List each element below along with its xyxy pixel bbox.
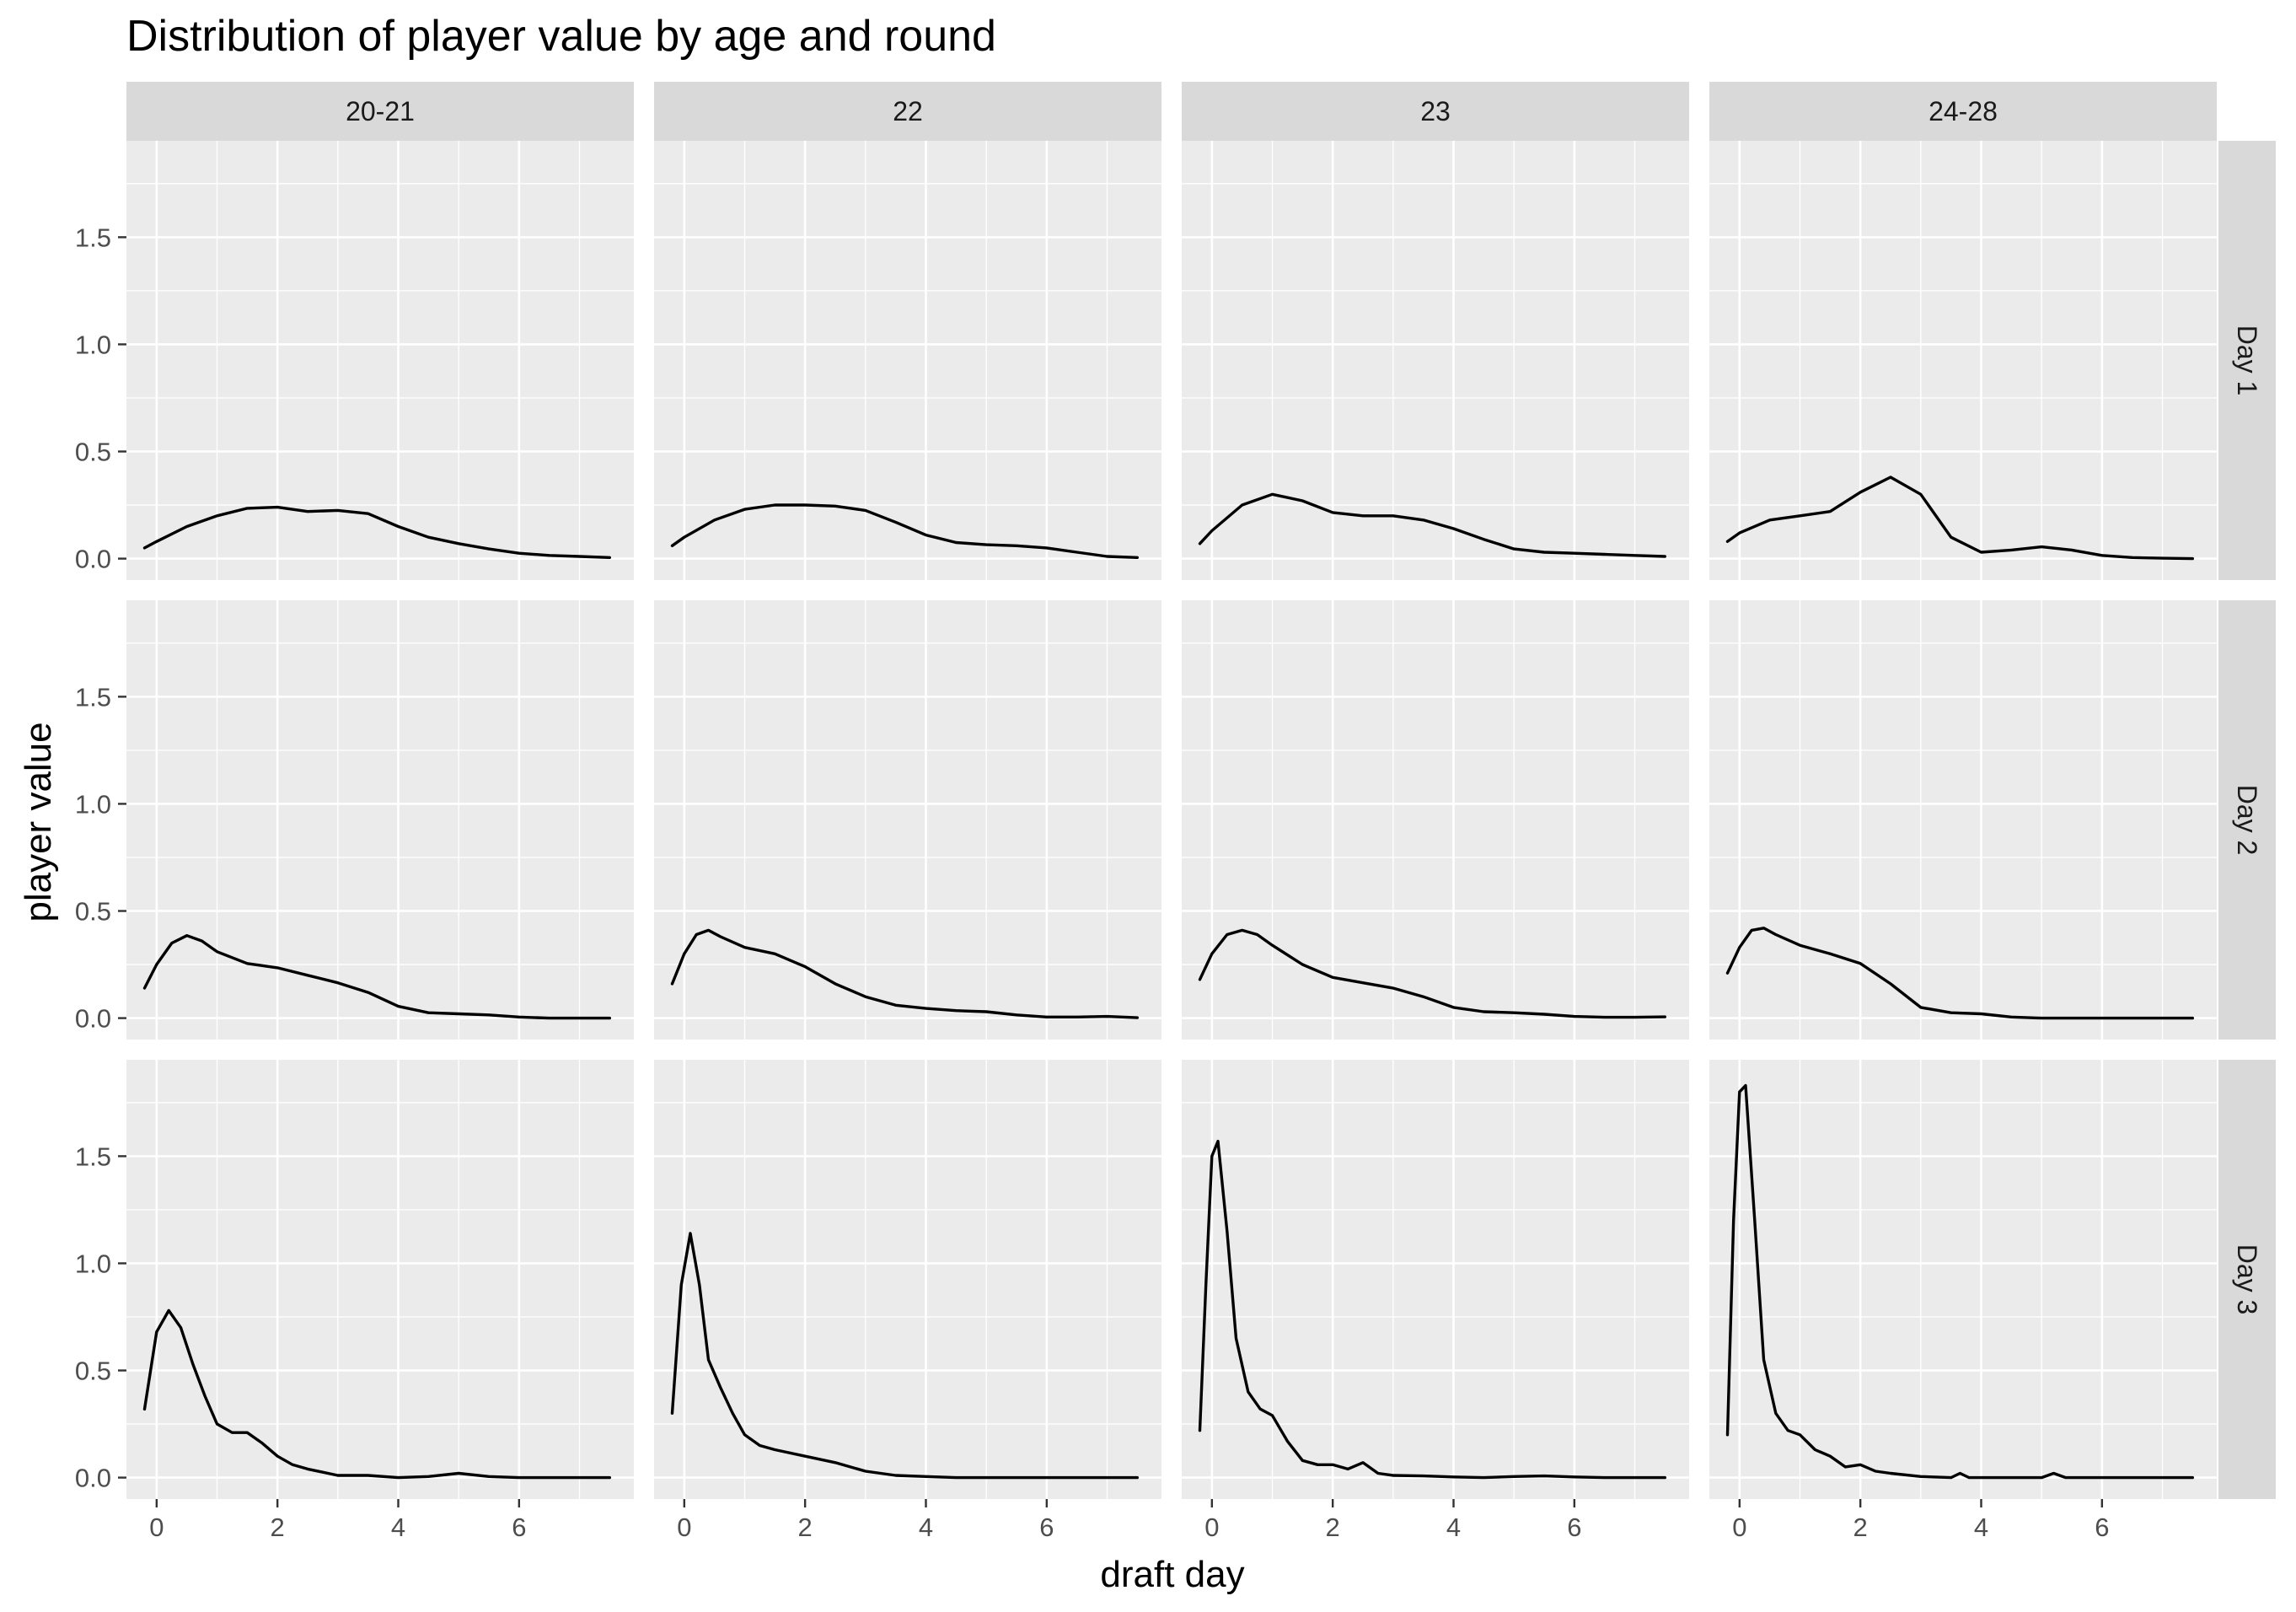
panel-background [1709, 1060, 2217, 1499]
panel-background [1709, 141, 2217, 580]
density-line [142, 934, 611, 1020]
x-tick-label: 2 [798, 1513, 813, 1542]
density-line [1725, 476, 2194, 561]
y-axis-title: player value [18, 722, 59, 922]
panel-background [126, 141, 634, 580]
panel-day-1-23 [1182, 141, 1689, 580]
x-tick-label: 0 [1204, 1513, 1219, 1542]
facet-strip-col-20-21 [126, 82, 634, 141]
y-tick-label: 1.0 [75, 789, 111, 819]
y-tick-label: 1.5 [75, 682, 111, 712]
panel-background [654, 141, 1161, 580]
panel-background [126, 600, 634, 1040]
facet-strip-row-day-1 [2218, 141, 2276, 580]
x-tick-label: 0 [149, 1513, 164, 1542]
density-line [1198, 928, 1666, 1019]
chart-title: Distribution of player value by age and … [126, 12, 996, 61]
density-line [670, 928, 1139, 1019]
facet-strip-label: 24-28 [1929, 96, 1998, 126]
panel-background [1182, 141, 1689, 580]
y-tick-label: 0.5 [75, 438, 111, 467]
panel-background [654, 600, 1161, 1040]
panel-day-2-24-28 [1709, 600, 2217, 1040]
density-line [1198, 492, 1666, 558]
facet-strip-col-24-28 [1709, 82, 2217, 141]
facet-strip-label: 23 [1420, 96, 1451, 126]
facet-strip-col-23 [1182, 82, 1689, 141]
x-tick-label: 0 [1732, 1513, 1746, 1542]
x-tick-label: 6 [2095, 1513, 2109, 1542]
density-line [670, 503, 1139, 559]
facet-strip-label: Day 1 [2232, 325, 2262, 396]
x-tick-label: 4 [919, 1513, 933, 1542]
y-tick-label: 1.5 [75, 1142, 111, 1171]
x-tick-label: 4 [1446, 1513, 1461, 1542]
facet-strip-label: 22 [893, 96, 923, 126]
x-tick-label: 4 [391, 1513, 405, 1542]
panel-day-3-22 [654, 1060, 1161, 1499]
panel-day-3-20-21 [126, 1060, 634, 1499]
panel-day-1-22 [654, 141, 1161, 580]
panel-day-1-20-21 [126, 141, 634, 580]
density-line [1198, 1139, 1666, 1480]
x-tick-label: 0 [677, 1513, 691, 1542]
panel-background [1182, 1060, 1689, 1499]
y-tick-label: 0.0 [75, 1004, 111, 1034]
y-tick-label: 0.0 [75, 545, 111, 574]
density-line [142, 1308, 611, 1480]
y-tick-label: 0.5 [75, 1357, 111, 1386]
density-line [142, 505, 611, 559]
density-line [1725, 927, 2194, 1020]
panel-background [1709, 600, 2217, 1040]
panel-background [1182, 600, 1689, 1040]
x-tick-label: 4 [1974, 1513, 1988, 1542]
panel-day-2-20-21 [126, 600, 634, 1040]
panel-background [126, 1060, 634, 1499]
y-tick-label: 1.0 [75, 1249, 111, 1278]
y-tick-label: 0.0 [75, 1464, 111, 1493]
x-axis-title: draft day [1100, 1554, 1244, 1595]
y-tick-label: 0.5 [75, 897, 111, 927]
panel-day-2-23 [1182, 600, 1689, 1040]
panel-day-3-23 [1182, 1060, 1689, 1499]
facet-strip-col-22 [654, 82, 1161, 141]
y-tick-label: 1.5 [75, 223, 111, 252]
panel-background [654, 1060, 1161, 1499]
panel-day-2-22 [654, 600, 1161, 1040]
facet-strip-label: Day 2 [2232, 785, 2262, 856]
density-line [1725, 1083, 2194, 1480]
x-tick-label: 6 [1567, 1513, 1581, 1542]
y-tick-label: 1.0 [75, 330, 111, 359]
facet-strip-label: Day 3 [2232, 1244, 2262, 1315]
x-tick-label: 2 [1853, 1513, 1868, 1542]
facet-strip-row-day-2 [2218, 600, 2276, 1040]
x-tick-label: 6 [1039, 1513, 1054, 1542]
panel-day-3-24-28 [1709, 1060, 2217, 1499]
panel-day-1-24-28 [1709, 141, 2217, 580]
x-tick-label: 2 [271, 1513, 285, 1542]
density-line [670, 1232, 1139, 1480]
x-tick-label: 6 [512, 1513, 526, 1542]
facet-strip-row-day-3 [2218, 1060, 2276, 1499]
x-tick-label: 2 [1326, 1513, 1340, 1542]
facet-strip-label: 20-21 [346, 96, 415, 126]
